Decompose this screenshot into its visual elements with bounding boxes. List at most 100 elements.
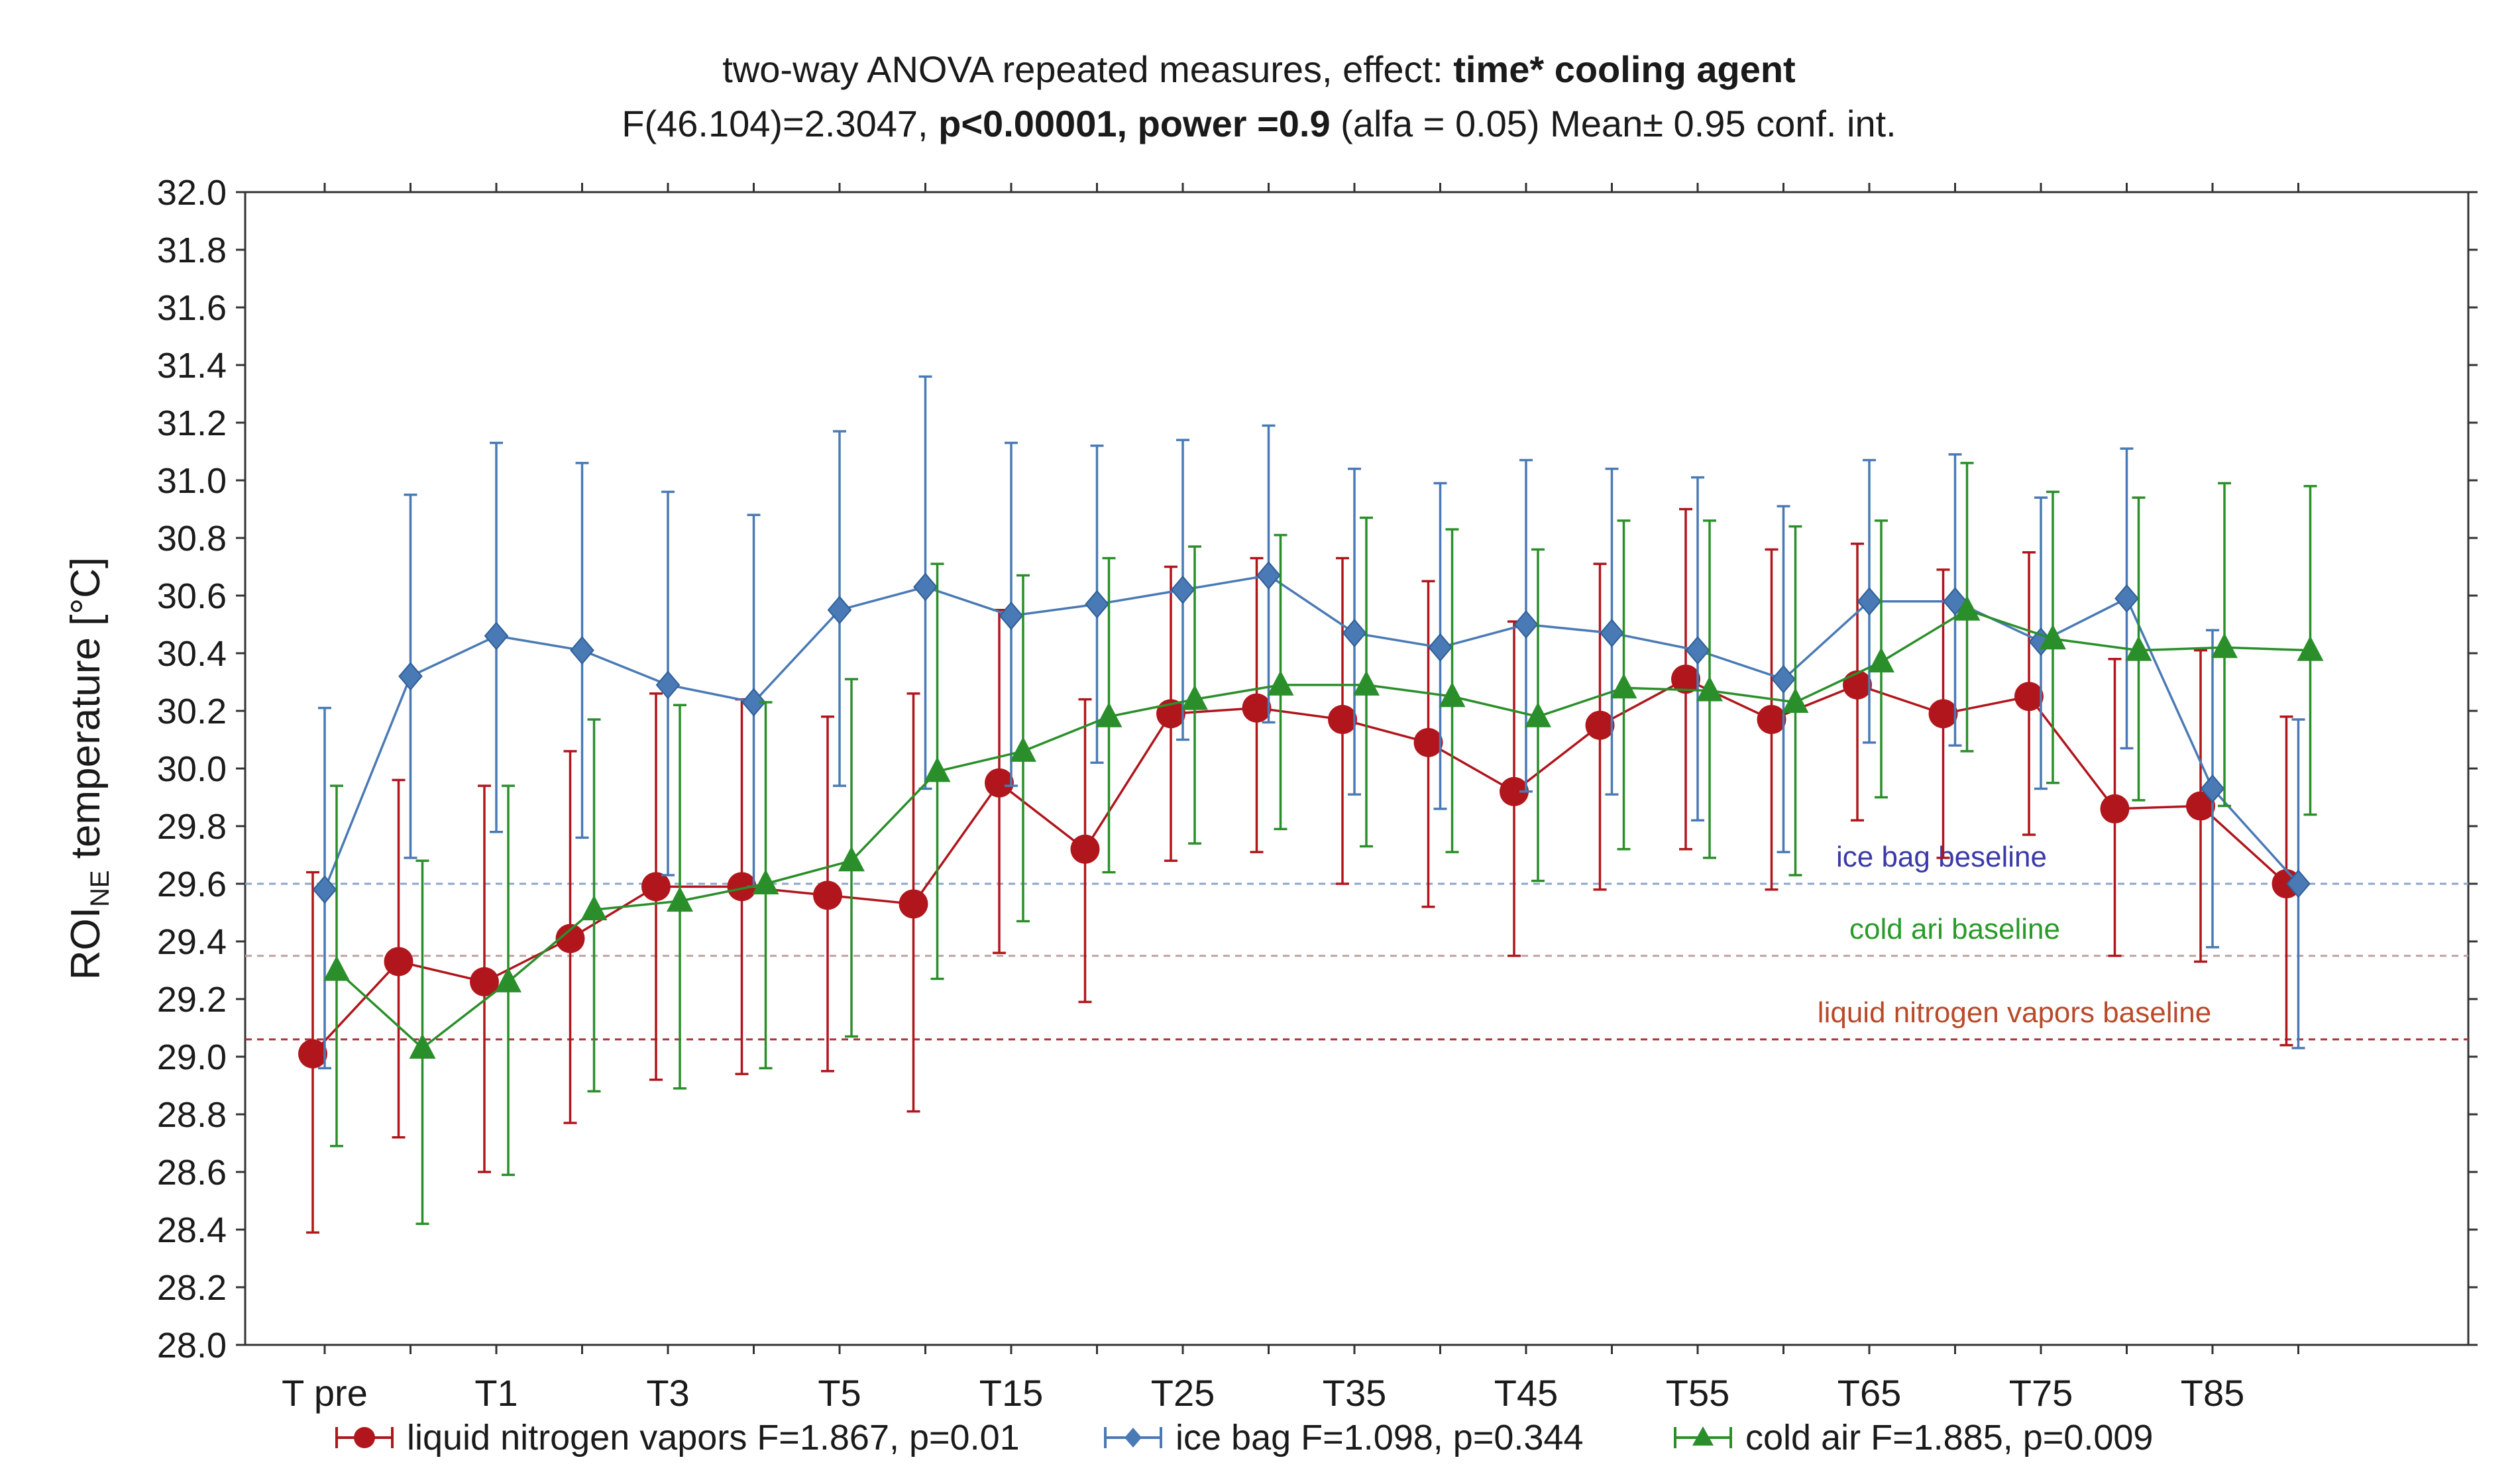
legend-marker-circle-icon [335,1427,394,1448]
y-axis-label: ROINE temperature [°C] [63,557,115,980]
y-tick-label: 30.6 [157,576,227,616]
data-point [899,889,928,919]
legend-label-cold-air: cold air F=1.885, p=0.009 [1745,1418,2154,1458]
data-point [1070,834,1100,864]
x-tick-label: T1 [474,1372,518,1414]
data-point [1600,619,1624,648]
data-point [741,688,766,717]
baseline-label: liquid nitrogen vapors baseline [1818,996,2211,1029]
data-point [1085,590,1109,619]
y-tick-label: 31.2 [157,403,227,443]
y-tick-label: 30.2 [157,692,227,731]
data-point [1353,670,1380,696]
legend-marker-diamond-icon [1104,1427,1162,1448]
data-point [298,1039,327,1069]
data-point [2040,624,2066,650]
data-point [1585,710,1615,740]
data-point [1342,619,1367,648]
x-tick-label: T15 [979,1372,1044,1414]
y-tick-label: 28.4 [157,1210,227,1250]
x-tick-label: T65 [1837,1372,1902,1414]
data-point [398,662,423,691]
data-point [1500,776,1529,806]
data-point [580,895,608,921]
y-tick-label: 30.4 [157,634,227,674]
data-point [985,768,1014,798]
data-point [495,967,521,992]
y-tick-label: 32.0 [157,173,227,213]
series-ice-bag [312,375,2311,1070]
y-tick-label: 30.8 [157,519,227,558]
data-point [1010,736,1036,762]
data-point [1267,670,1294,696]
series-line [335,608,2311,1050]
y-tick-label: 29.6 [157,865,227,904]
title-line1-bold: time* cooling agent [1453,48,1796,90]
data-point [827,596,852,625]
y-tick-label: 31.8 [157,231,227,270]
data-point [1610,673,1637,699]
data-point [2186,791,2215,821]
data-point [838,846,865,872]
data-point [384,947,413,977]
data-point [1428,633,1452,662]
y-tick-label: 29.0 [157,1037,227,1077]
data-point [1868,647,1894,673]
title-line2-bold: p<0.00001, power =0.9 [938,103,1331,144]
series-line [311,678,2287,1055]
data-point [1685,636,1710,665]
legend-item-cold-air[interactable]: cold air F=1.885, p=0.009 [1670,1411,2153,1464]
legend-marker-triangle-icon [1674,1426,1732,1448]
y-axis-label-rest: temperature [°C] [63,557,109,871]
y-tick-label: 31.6 [157,288,227,328]
data-point [2014,682,2044,712]
data-point [1857,587,1882,616]
baseline-label: cold ari baseline [1849,913,2060,945]
data-point [1757,705,1786,735]
y-tick-label: 29.2 [157,980,227,1020]
plot-frame [244,191,2470,1346]
legend-label-ice-bag: ice bag F=1.098, p=0.344 [1176,1418,1584,1458]
data-point [570,636,594,665]
data-point [2297,635,2324,661]
x-tick-label: T75 [2009,1372,2073,1414]
data-point [667,886,693,912]
data-point [1671,664,1700,694]
data-point [1181,684,1208,710]
y-tick-label: 29.4 [157,922,227,962]
legend-item-liquid-nitrogen[interactable]: liquid nitrogen vapors F=1.867, p=0.01 [331,1411,1020,1464]
y-tick-label: 30.0 [157,749,227,789]
data-point [1525,702,1551,727]
data-point [1771,664,1796,694]
data-point [999,601,1024,630]
legend-item-ice-bag[interactable]: ice bag F=1.098, p=0.344 [1100,1411,1584,1464]
data-point [641,872,671,902]
chart-title-line2: F(46.104)=2.3047, p<0.00001, power =0.9 … [0,102,2518,145]
legend-label-liquid-nitrogen: liquid nitrogen vapors F=1.867, p=0.01 [407,1418,1020,1458]
x-tick-label: T3 [646,1372,689,1414]
data-point [1242,693,1272,723]
legend: liquid nitrogen vapors F=1.867, p=0.01 i… [0,1411,2518,1464]
data-point [1953,595,1981,621]
x-tick-label: T85 [2181,1372,2245,1414]
series-cold-air [323,462,2324,1226]
data-point [2211,633,2238,659]
data-point [2200,774,2225,803]
data-point [1095,702,1122,727]
y-tick-label: 29.8 [157,807,227,847]
data-point [813,880,842,910]
x-tick-label: T25 [1151,1372,1215,1414]
data-point [1439,682,1466,708]
data-point [312,875,337,904]
data-point [913,572,938,602]
data-point [323,955,350,981]
data-point [1328,705,1357,735]
data-point [2100,794,2130,823]
data-point [2125,635,2152,661]
data-point [470,967,499,996]
x-tick-label: T5 [818,1372,861,1414]
data-point [1843,670,1872,700]
title-line2-part2: (alfa = 0.05) Mean± 0.95 conf. int. [1330,103,1896,144]
data-point [1413,727,1443,757]
